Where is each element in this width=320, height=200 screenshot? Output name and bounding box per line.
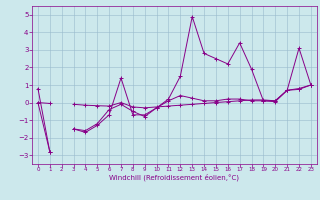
X-axis label: Windchill (Refroidissement éolien,°C): Windchill (Refroidissement éolien,°C): [109, 174, 239, 181]
